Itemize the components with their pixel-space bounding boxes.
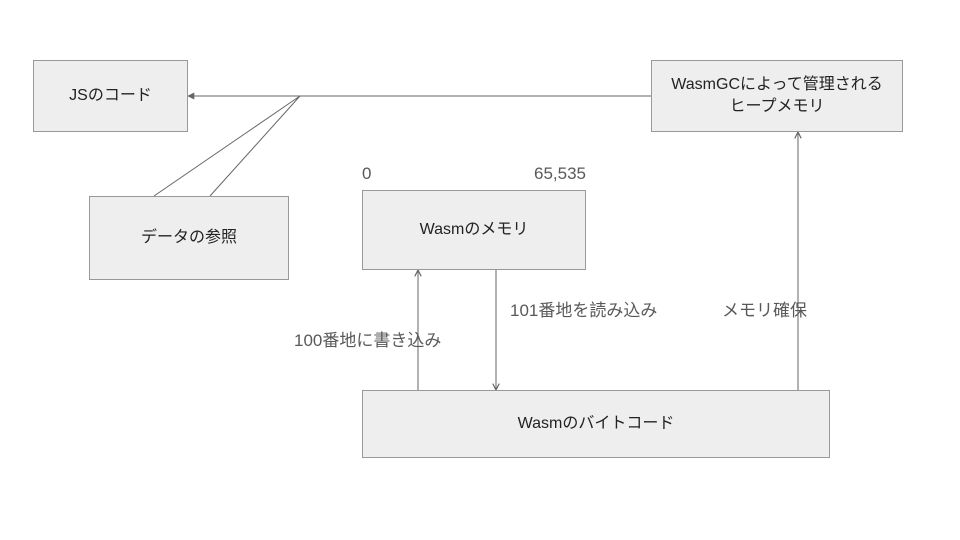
- node-js-label: JSのコード: [69, 85, 152, 107]
- node-js: JSのコード: [33, 60, 188, 132]
- node-ref-label: データの参照: [141, 227, 237, 249]
- node-gc: WasmGCによって管理される ヒープメモリ: [651, 60, 903, 132]
- node-gc-label: WasmGCによって管理される ヒープメモリ: [671, 74, 882, 119]
- label-read: 101番地を読み込み: [510, 296, 657, 321]
- node-bc: Wasmのバイトコード: [362, 390, 830, 458]
- node-ref: データの参照: [89, 196, 289, 280]
- node-mem: Wasmのメモリ: [362, 190, 586, 270]
- label-max: 65,535: [534, 164, 586, 184]
- label-zero: 0: [362, 164, 371, 184]
- node-mem-label: Wasmのメモリ: [420, 219, 529, 241]
- label-alloc: メモリ確保: [722, 296, 807, 321]
- diagram-canvas: JSのコード WasmGCによって管理される ヒープメモリデータの参照 Wasmのメ…: [0, 0, 960, 540]
- label-write: 100番地に書き込み: [294, 326, 441, 351]
- node-bc-label: Wasmのバイトコード: [518, 413, 675, 435]
